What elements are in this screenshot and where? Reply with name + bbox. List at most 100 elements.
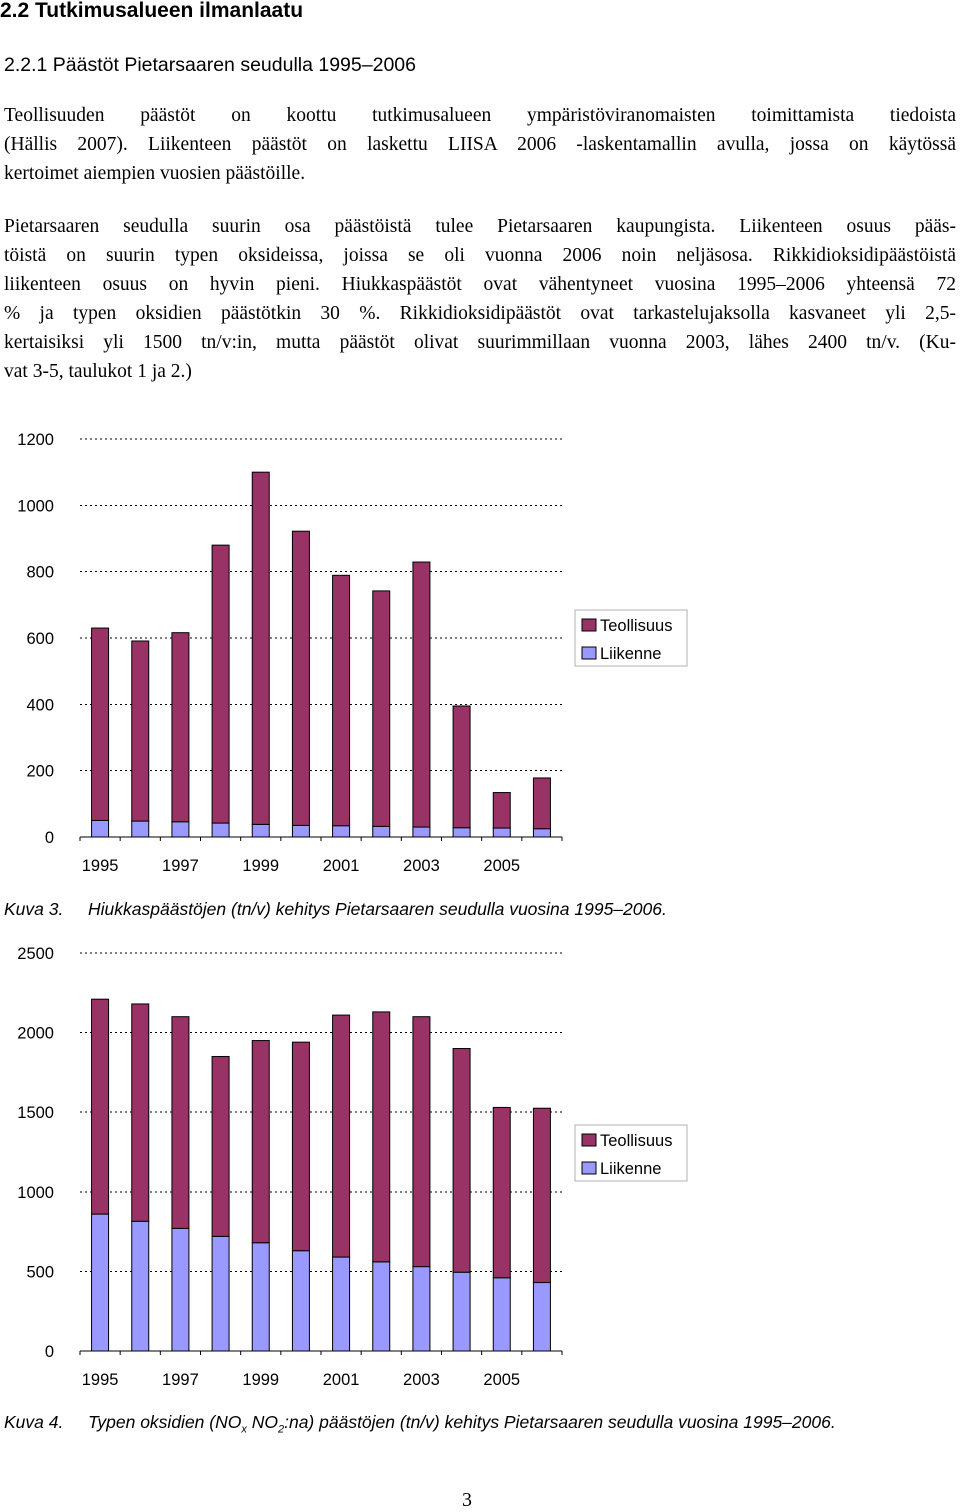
bar-liikenne-2000 <box>291 1250 310 1352</box>
bar-liikenne-1995 <box>91 1213 110 1352</box>
bar-teollisuus-2004 <box>452 1048 471 1273</box>
bar-liikenne-1998 <box>211 822 230 838</box>
particulate-emissions-chart: 0 200 400 600 800 1000 1200 1995 1997 1999 2001 200… <box>0 420 960 890</box>
legend-swatch-liikenne <box>581 1161 597 1175</box>
x-tick-label: 1999 <box>242 857 279 875</box>
bar-teollisuus-2005 <box>492 792 511 829</box>
bar-teollisuus-2002 <box>372 590 391 827</box>
legend-swatch-teollisuus <box>581 1133 597 1147</box>
bar-liikenne-1996 <box>131 1220 150 1352</box>
bar-liikenne-1995 <box>91 819 110 838</box>
bar-liikenne-2006 <box>532 828 551 838</box>
bar-teollisuus-1996 <box>131 1003 150 1222</box>
section-heading: 2.2 Tutkimusalueen ilmanlaatu <box>0 0 304 22</box>
bar-liikenne-2000 <box>291 824 310 838</box>
paragraph-2-line: vat 3-5, taulukot 1 ja 2.) <box>4 361 192 382</box>
bar-liikenne-2003 <box>412 826 431 838</box>
bar-liikenne-1997 <box>171 821 190 838</box>
particulate-emissions-chart-svg: 0 200 400 600 800 1000 1200 1995 1997 1999 2001 200… <box>17 431 688 875</box>
legend-label-liikenne: Liikenne <box>600 1160 661 1178</box>
paragraph-2-line: % ja typen oksidien päästötkin 30 %. Rik… <box>4 303 956 324</box>
bar-teollisuus-2006 <box>532 1107 551 1284</box>
bar-teollisuus-2000 <box>291 530 310 826</box>
figure-4-label: Kuva 4. <box>4 1412 64 1432</box>
y-tick-label: 2500 <box>17 945 54 963</box>
figure-3-label: Kuva 3. <box>4 899 64 919</box>
bar-teollisuus-1996 <box>131 640 150 822</box>
legend-swatch-liikenne <box>581 646 597 660</box>
x-tick-label: 2003 <box>403 857 440 875</box>
x-tick-label: 2005 <box>483 1371 520 1389</box>
bar-liikenne-2004 <box>452 827 471 838</box>
y-tick-label: 0 <box>45 1343 54 1361</box>
bar-teollisuus-1997 <box>171 1016 190 1229</box>
bar-liikenne-2002 <box>372 825 391 838</box>
y-tick-label: 200 <box>26 763 54 781</box>
bar-liikenne-1999 <box>251 1242 270 1352</box>
y-tick-label: 800 <box>26 564 54 582</box>
bar-liikenne-2006 <box>532 1282 551 1352</box>
bar-teollisuus-1999 <box>251 471 270 825</box>
bar-liikenne-2001 <box>332 825 351 838</box>
figure-3-caption: Kuva 3. Hiukkaspäästöjen (tn/v) kehitys P… <box>4 899 667 920</box>
y-tick-label: 1000 <box>17 1184 54 1202</box>
y-tick-label: 400 <box>26 696 54 714</box>
figure-4-caption: Kuva 4. Typen oksidien (NOx NO2:na) pääst… <box>4 1412 836 1436</box>
bar-teollisuus-2002 <box>372 1011 391 1263</box>
bar-liikenne-2003 <box>412 1266 431 1352</box>
legend-label-teollisuus: Teollisuus <box>600 617 672 635</box>
x-tick-label: 1995 <box>82 857 119 875</box>
paragraph-1: Teollisuuden päästöt on koottu tutkimusa… <box>4 101 956 188</box>
x-tick-label: 1999 <box>242 1371 279 1389</box>
bar-teollisuus-2003 <box>412 1016 431 1268</box>
paragraph-2-line: töistä on suurin typen oksideissa, joiss… <box>4 245 956 266</box>
bar-teollisuus-1995 <box>91 998 110 1215</box>
bar-teollisuus-2004 <box>452 705 471 829</box>
bar-teollisuus-2003 <box>412 561 431 828</box>
nitrogen-oxides-chart: 0 500 1000 1500 2000 2500 1995 1997 1999 2001 2003… <box>0 935 960 1405</box>
y-tick-label: 1500 <box>17 1104 54 1122</box>
x-tick-label: 2003 <box>403 1371 440 1389</box>
y-tick-label: 1200 <box>17 431 54 449</box>
x-tick-label: 2001 <box>323 857 360 875</box>
y-tick-label: 0 <box>45 829 54 847</box>
page-number: 3 <box>462 1489 472 1511</box>
bar-liikenne-2005 <box>492 1277 511 1352</box>
bar-liikenne-2005 <box>492 827 511 838</box>
bar-teollisuus-2001 <box>332 1014 351 1258</box>
x-tick-label: 2005 <box>483 857 520 875</box>
bar-liikenne-1997 <box>171 1227 190 1352</box>
y-tick-label: 2000 <box>17 1025 54 1043</box>
bar-teollisuus-1998 <box>211 544 230 824</box>
bar-teollisuus-1999 <box>251 1040 270 1244</box>
y-tick-label: 500 <box>26 1263 54 1281</box>
figure-3-caption-text: Hiukkaspäästöjen (tn/v) kehitys Pietarsa… <box>88 899 667 919</box>
legend-label-teollisuus: Teollisuus <box>600 1132 672 1150</box>
bar-liikenne-1998 <box>211 1235 230 1352</box>
subsection-heading: 2.2.1 Päästöt Pietarsaaren seudulla 1995… <box>4 54 416 76</box>
paragraph-2: Pietarsaaren seudulla suurin osa päästöi… <box>4 212 956 386</box>
bar-teollisuus-1997 <box>171 632 190 823</box>
x-tick-label: 1997 <box>162 857 199 875</box>
bar-teollisuus-1995 <box>91 627 110 821</box>
legend-swatch-teollisuus <box>581 618 597 632</box>
paragraph-1-line: (Hällis 2007). Liikenteen päästöt on las… <box>4 134 956 155</box>
x-tick-label: 1995 <box>82 1371 119 1389</box>
x-tick-label: 2001 <box>323 1371 360 1389</box>
figure-4-caption-end: :na) päästöjen (tn/v) kehitys Pietarsaar… <box>284 1412 836 1432</box>
figure-4-caption-sub-x: x <box>241 1423 247 1436</box>
figure-4-caption-sub-2: 2 <box>277 1423 285 1436</box>
bar-liikenne-2001 <box>332 1256 351 1352</box>
paragraph-1-line: Teollisuuden päästöt on koottu tutkimusa… <box>4 105 956 126</box>
bar-teollisuus-2001 <box>332 574 351 827</box>
nitrogen-oxides-chart-svg: 0 500 1000 1500 2000 2500 1995 1997 1999 2001 2003… <box>17 945 688 1389</box>
bar-teollisuus-1998 <box>211 1055 230 1237</box>
bar-teollisuus-2005 <box>492 1106 511 1279</box>
paragraph-2-line: kertaisiksi yli 1500 tn/v:in, mutta pääs… <box>4 332 956 353</box>
paragraph-2-line: Pietarsaaren seudulla suurin osa päästöi… <box>4 216 956 237</box>
bar-teollisuus-2000 <box>291 1041 310 1252</box>
bar-liikenne-1999 <box>251 823 270 838</box>
bar-liikenne-2002 <box>372 1261 391 1352</box>
x-tick-label: 1997 <box>162 1371 199 1389</box>
figure-4-caption-text: Typen oksidien (NO <box>88 1412 242 1432</box>
